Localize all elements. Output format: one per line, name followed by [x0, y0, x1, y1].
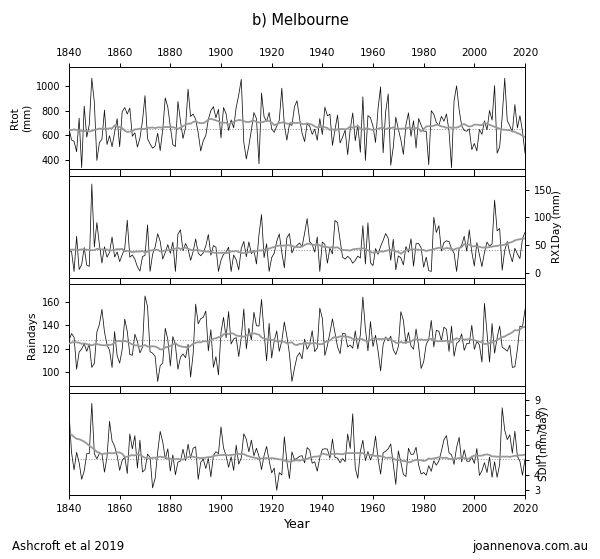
X-axis label: Year: Year — [284, 518, 310, 531]
Text: Ashcroft et al 2019: Ashcroft et al 2019 — [12, 541, 124, 553]
Y-axis label: Rtot
(mm): Rtot (mm) — [10, 104, 31, 132]
Y-axis label: SDII (mm/day): SDII (mm/day) — [539, 406, 550, 481]
Text: b) Melbourne: b) Melbourne — [251, 12, 349, 27]
Y-axis label: RX1Day (mm): RX1Day (mm) — [551, 190, 562, 263]
Y-axis label: Raindays: Raindays — [28, 311, 37, 359]
Text: joannenova.com.au: joannenova.com.au — [472, 541, 588, 553]
